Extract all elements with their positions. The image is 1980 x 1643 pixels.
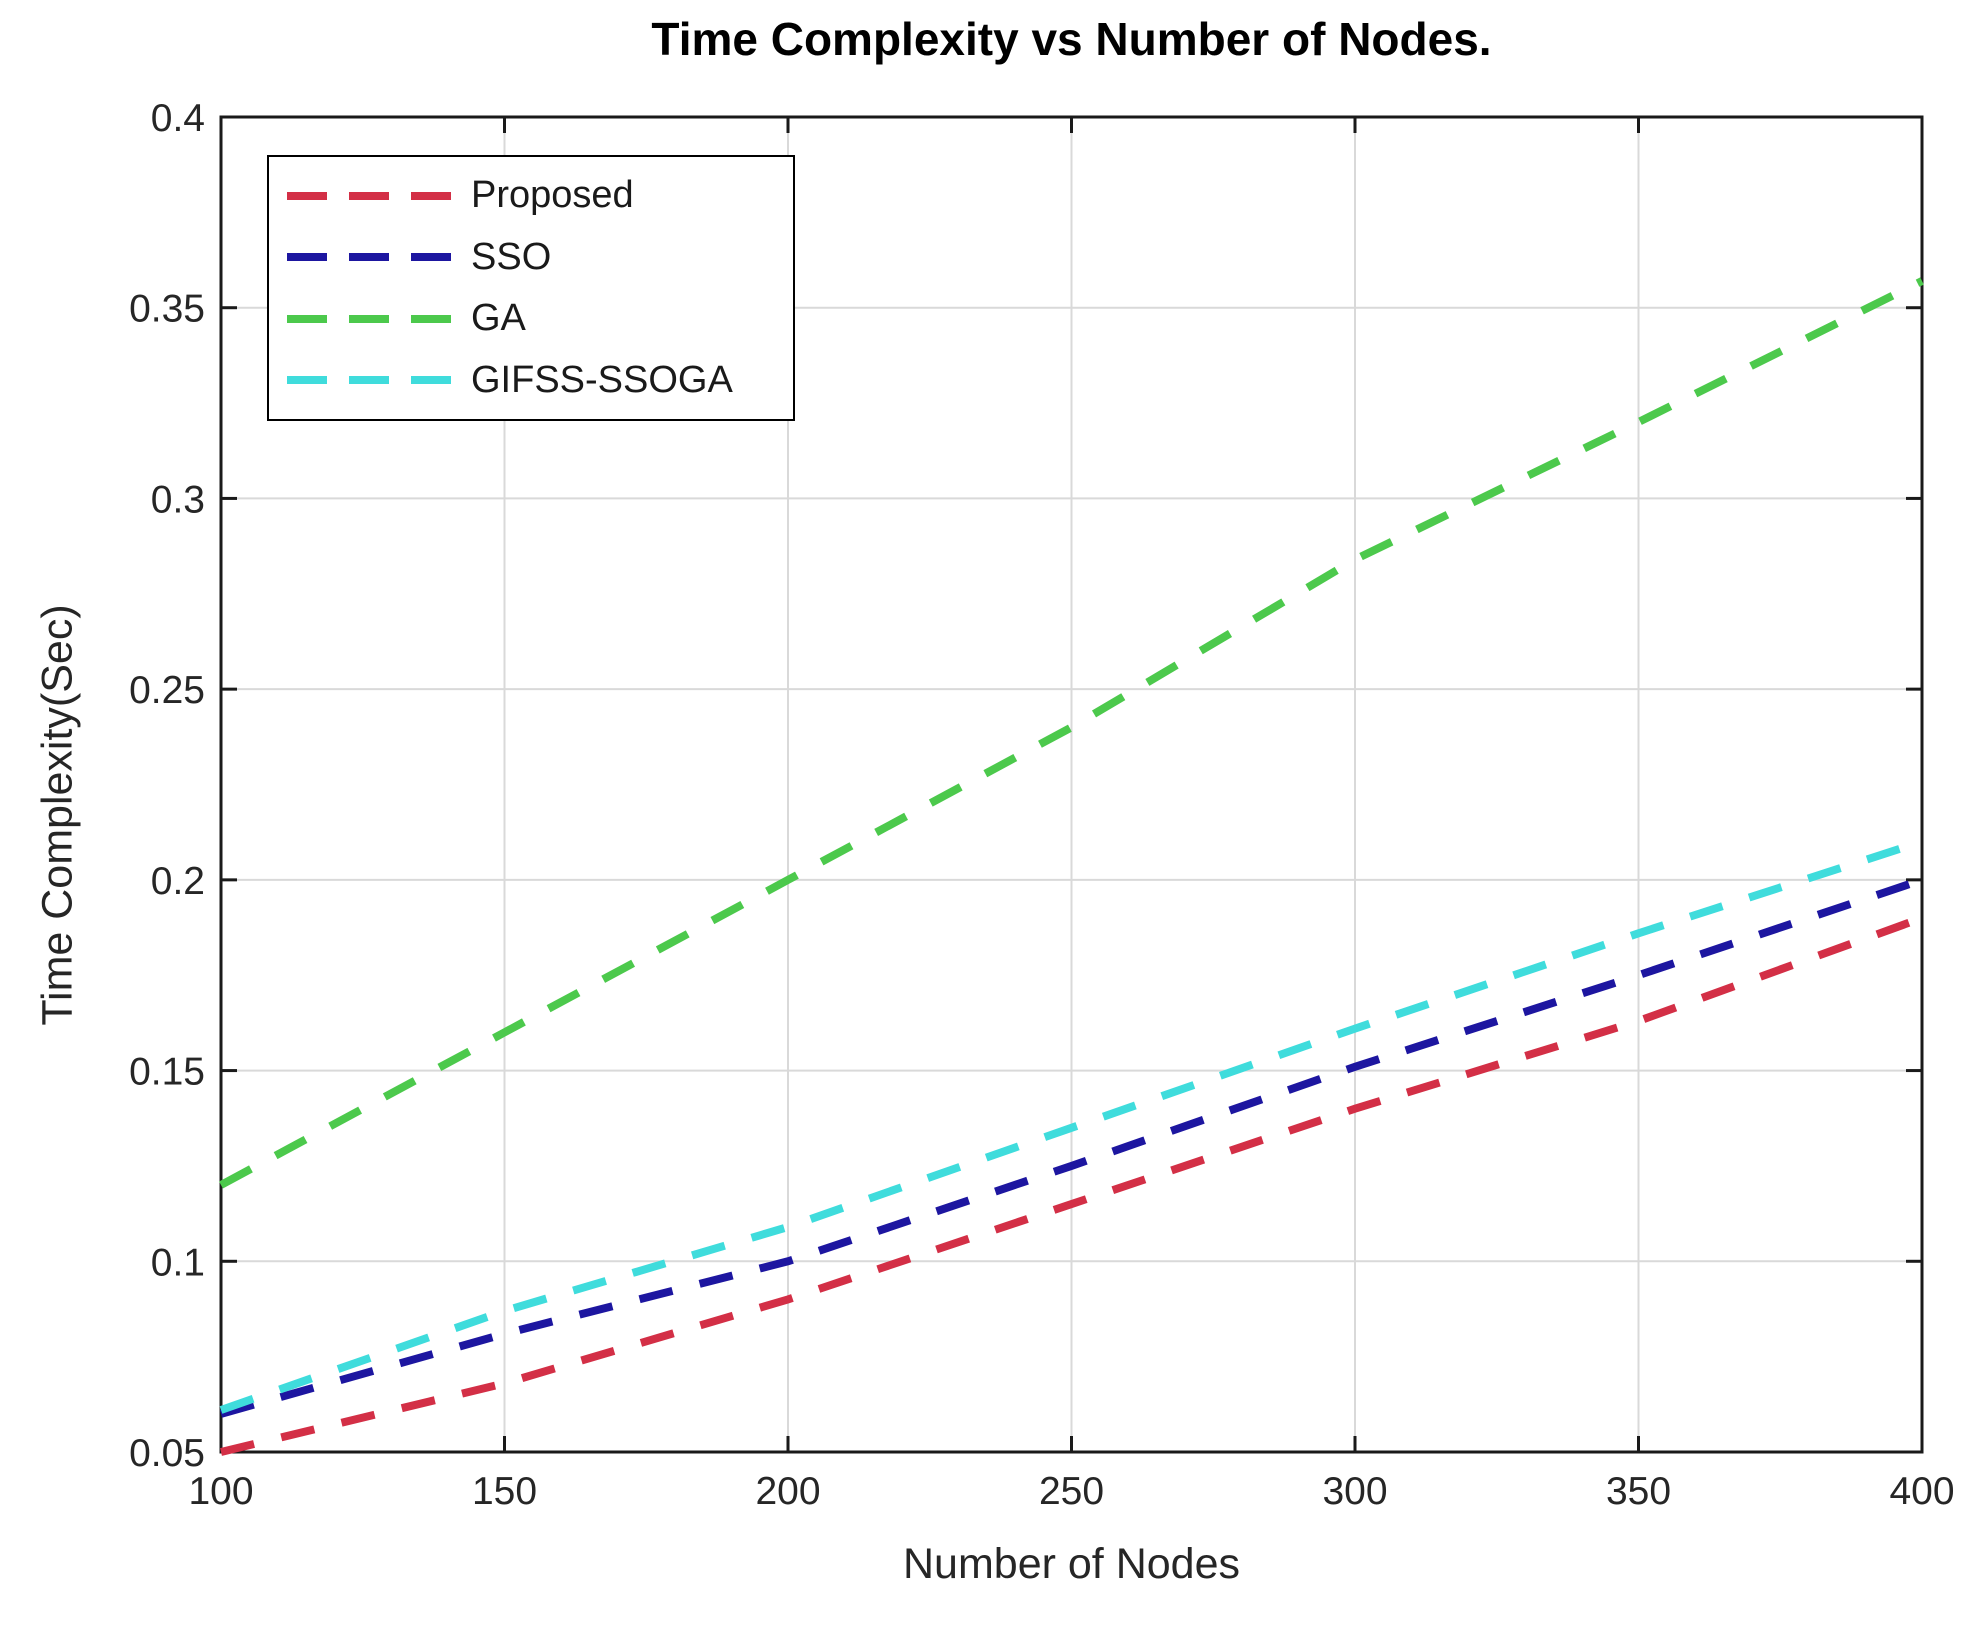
legend-line-sample (287, 314, 453, 323)
x-tick-label: 150 (472, 1470, 537, 1513)
series-line-gifss-ssoga (219, 837, 1924, 1414)
legend-entry-sso: SSO (285, 236, 787, 279)
y-tick-label: 0.4 (151, 97, 205, 140)
legend-label: GIFSS-SSOGA (471, 358, 733, 401)
legend-label: Proposed (471, 174, 634, 217)
y-tick-label: 0.2 (151, 860, 205, 903)
x-tick-label: 300 (1322, 1470, 1387, 1513)
x-tick-label: 250 (1039, 1470, 1104, 1513)
legend-line-sample (287, 191, 453, 200)
legend-line-sample (287, 253, 453, 262)
x-tick-label: 100 (188, 1470, 253, 1513)
series-line-ga (219, 277, 1924, 1189)
x-axis-label: Number of Nodes (903, 1540, 1240, 1588)
y-tick-label: 0.15 (129, 1051, 205, 1094)
legend: Proposed SSO GA GIFSS-SSOGA (267, 155, 795, 421)
x-tick-label: 400 (1889, 1470, 1954, 1513)
legend-label: GA (471, 297, 526, 340)
legend-line-sample (287, 376, 453, 385)
chart-title: Time Complexity vs Number of Nodes. (651, 13, 1492, 65)
x-tick-label: 200 (755, 1470, 820, 1513)
y-tick-label: 0.1 (151, 1241, 205, 1284)
legend-label: SSO (471, 235, 552, 278)
series-line-proposed (220, 914, 1924, 1456)
y-tick-label: 0.3 (151, 478, 205, 521)
legend-entry-ga: GA (285, 297, 787, 340)
y-tick-label: 0.05 (129, 1432, 205, 1475)
x-tick-label: 350 (1606, 1470, 1671, 1513)
legend-entry-proposed: Proposed (285, 174, 787, 217)
y-tick-label: 0.35 (129, 288, 205, 331)
y-tick-label: 0.25 (129, 669, 205, 712)
legend-entry-gifss-ssoga: GIFSS-SSOGA (285, 359, 787, 402)
series-line-sso (219, 876, 1924, 1418)
y-axis-label: Time Complexity(Sec) (33, 604, 82, 1026)
